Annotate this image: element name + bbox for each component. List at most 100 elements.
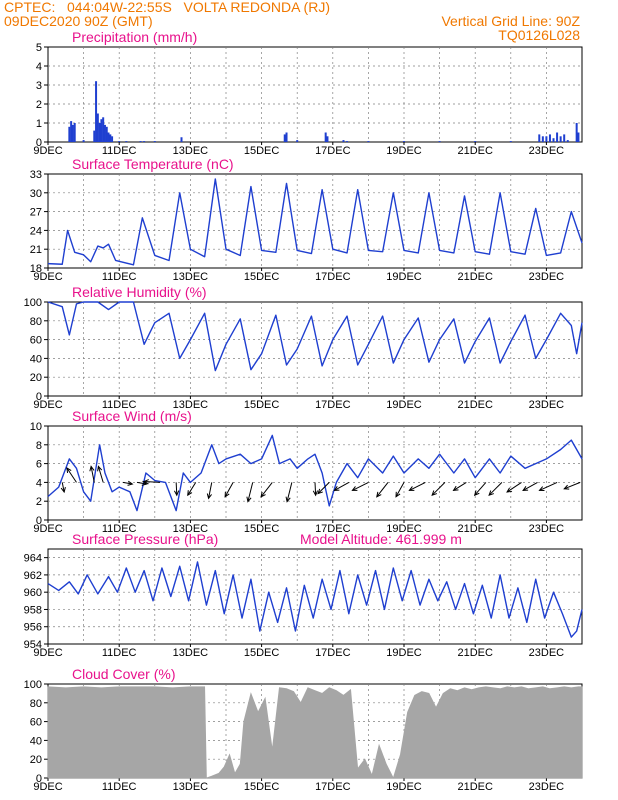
precip-bar [552, 138, 555, 142]
temp-ytick-label: 33 [30, 169, 42, 181]
pressure-ytick-label: 960 [24, 587, 42, 599]
wind-vector [474, 482, 487, 496]
wind-title: Surface Wind (m/s) [72, 408, 192, 424]
precip-bar [96, 113, 99, 142]
rh-ytick-label: 80 [30, 316, 42, 328]
wind-vector [66, 467, 77, 483]
precip-xtick-label: 13DEC [173, 145, 209, 157]
precip-xtick-label: 9DEC [33, 145, 62, 157]
precip-ytick-label: 2 [36, 99, 42, 111]
temp-frame [47, 173, 583, 269]
header-grid-note: Vertical Grid Line: 90Z [441, 13, 580, 29]
wind-vector [352, 481, 369, 491]
precip-bar [118, 141, 121, 142]
precip-bar [324, 132, 327, 142]
wind-xtick-label: 17DEC [315, 523, 351, 535]
precip-bar [71, 124, 74, 142]
precip-bar [125, 141, 128, 142]
temp-series-line [47, 178, 583, 266]
wind-vector [376, 482, 389, 498]
precip-bar [68, 126, 71, 142]
pressure-frame [47, 548, 583, 645]
wind-vector-head [452, 485, 459, 492]
precip-bar [474, 141, 477, 142]
wind-vector [409, 481, 426, 491]
wind-ytick-label: 8 [36, 440, 42, 452]
wind-vector [187, 482, 197, 496]
precip-bar [438, 141, 441, 142]
wind-vector [144, 480, 161, 483]
wind-vector-head [376, 491, 382, 498]
wind-vector-head [142, 479, 149, 485]
wind-ytick-label: 0 [36, 515, 42, 527]
rh-ytick-label: 20 [30, 372, 42, 384]
precip-bar [367, 141, 370, 142]
precip-xtick-label: 17DEC [315, 145, 351, 157]
rh-ytick-label: 100 [24, 297, 42, 309]
pressure-xtick-label: 23DEC [529, 647, 565, 659]
precip-bar [566, 140, 569, 142]
cloud-xtick-label: 21DEC [457, 781, 493, 793]
wind-vector-head [246, 496, 252, 503]
temp-panel: 18 21 24 27 30 33 9DEC 11DEC 13DEC 15DEC 17DEC 19DE… [30, 156, 583, 283]
wind-vector [90, 466, 95, 483]
wind-vector-head [563, 484, 570, 490]
cloud-ytick-label: 40 [30, 735, 42, 747]
rh-ytick-label: 0 [36, 391, 42, 403]
cloud-ytick-label: 80 [30, 698, 42, 710]
rh-xtick-label: 11DEC [102, 399, 137, 411]
wind-vector-head [312, 490, 319, 497]
cloud-area [47, 686, 583, 780]
precip-bar [577, 132, 580, 142]
header-date: 09DEC2020 90Z (GMT) [4, 13, 153, 29]
wind-vector-head [173, 490, 180, 497]
precip-bar [102, 117, 105, 142]
wind-vector [224, 482, 234, 498]
wind-xtick-label: 21DEC [457, 523, 493, 535]
pressure-panel: 954 956 958 960 962 964 9DEC 11DEC 13DEC 15DEC 17D… [24, 531, 583, 659]
precip-ytick-label: 3 [36, 80, 42, 92]
precip-bar [563, 134, 566, 142]
temp-ytick-label: 30 [30, 188, 42, 200]
precip-bar [95, 81, 98, 142]
pressure-series-line [47, 561, 583, 638]
wind-xtick-label: 19DEC [386, 523, 422, 535]
precip-bar [326, 136, 329, 142]
header-model-id: TQ0126L028 [498, 27, 580, 43]
wind-vector [247, 482, 254, 502]
wind-vector [317, 482, 330, 494]
wind-vector [260, 482, 273, 498]
wind-vector-head [60, 487, 66, 494]
precip-bar [109, 134, 112, 142]
precip-bar [283, 134, 286, 142]
wind-vector-head [522, 486, 529, 491]
precip-bar [180, 137, 183, 142]
precip-bar [82, 140, 85, 142]
temp-xtick-label: 23DEC [529, 271, 565, 283]
wind-vector [122, 481, 133, 485]
precip-bar [153, 141, 156, 142]
wind-vector-head [224, 491, 230, 498]
cloud-xtick-label: 13DEC [173, 781, 209, 793]
wind-vector [431, 482, 446, 496]
precip-bar [111, 136, 114, 142]
temp-xtick-label: 17DEC [315, 271, 351, 283]
cloud-xtick-label: 17DEC [315, 781, 351, 793]
precip-bar [70, 121, 73, 142]
wind-vector [61, 482, 65, 493]
pressure-xtick-label: 15DEC [244, 647, 280, 659]
wind-vector-head [333, 486, 340, 491]
pressure-xtick-label: 17DEC [315, 647, 351, 659]
wind-vector [175, 482, 178, 496]
wind-panel: 0 2 4 6 8 10 9DEC 11DEC 13DEC 15DEC 17DEC 19DEC 21DE… [30, 408, 583, 535]
precip-bar [541, 136, 544, 142]
temp-xtick-label: 11DEC [102, 271, 137, 283]
wind-vector [136, 481, 147, 485]
wind-vector [564, 481, 581, 490]
precip-ytick-label: 5 [36, 42, 42, 54]
wind-vector-head [538, 486, 545, 492]
wind-vector-head [473, 490, 480, 497]
cloud-panel: 0 20 40 60 80 100 9DEC 11DEC 13DEC 15DEC 17DEC 19DE… [24, 666, 583, 793]
cloud-ytick-label: 60 [30, 717, 42, 729]
